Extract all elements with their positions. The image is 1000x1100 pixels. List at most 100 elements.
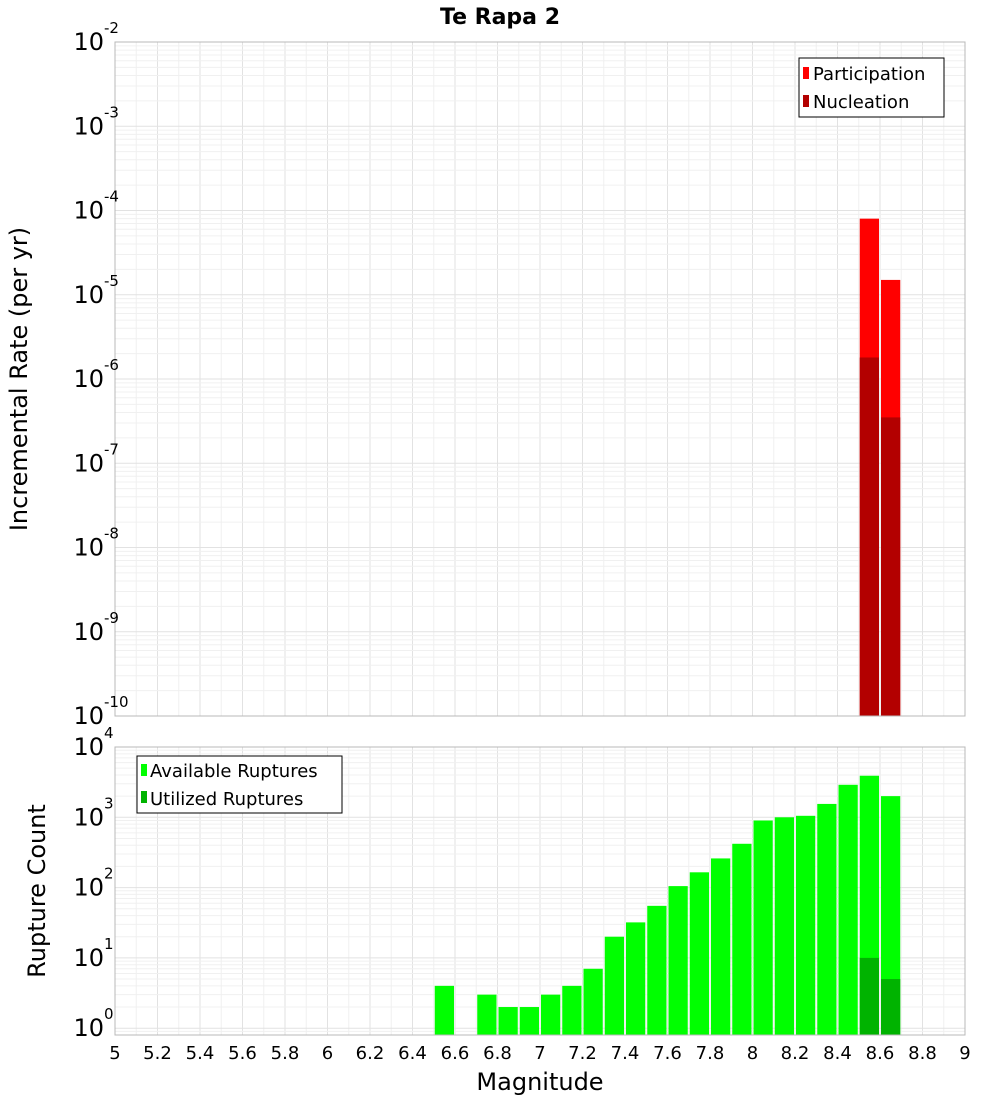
- top-ytick-base: 10: [73, 197, 104, 225]
- top-ytick-base: 10: [73, 618, 104, 646]
- bottom-y-axis-label: Rupture Count: [23, 804, 51, 978]
- x-tick-label: 8.2: [781, 1043, 810, 1064]
- bottom-bar-utilized-ruptures: [859, 957, 879, 1035]
- top-y-axis-label: Incremental Rate (per yr): [5, 227, 33, 531]
- bottom-bar-available-ruptures: [519, 1007, 539, 1035]
- bottom-bar-available-ruptures: [689, 872, 709, 1035]
- x-tick-label: 8.8: [908, 1043, 937, 1064]
- legend-available-label: Available Ruptures: [150, 761, 318, 782]
- bottom-bar-available-ruptures: [732, 843, 752, 1035]
- top-ytick-base: 10: [73, 112, 104, 140]
- top-ytick-base: 10: [73, 449, 104, 477]
- x-tick-label: 7.2: [568, 1043, 597, 1064]
- bottom-bar-available-ruptures: [774, 817, 794, 1035]
- bottom-bar-available-ruptures: [668, 886, 688, 1035]
- bottom-bar-available-ruptures: [477, 994, 497, 1035]
- top-ytick-base: 10: [73, 365, 104, 393]
- x-tick-label: 5.6: [228, 1043, 257, 1064]
- bottom-ytick-exp: 1: [104, 935, 114, 953]
- x-tick-label: 6: [322, 1043, 333, 1064]
- top-ytick-exp: -2: [104, 19, 119, 37]
- bottom-bar-available-ruptures: [604, 936, 624, 1035]
- bottom-ytick-exp: 4: [104, 724, 114, 742]
- top-ytick-base: 10: [73, 281, 104, 309]
- legend-utilized-label: Utilized Ruptures: [150, 789, 303, 810]
- top-ytick-base: 10: [73, 702, 104, 730]
- top-ytick-exp: -6: [104, 356, 119, 374]
- top-ytick-base: 10: [73, 28, 104, 56]
- bottom-bar-available-ruptures: [498, 1007, 518, 1035]
- bottom-bar-utilized-ruptures: [881, 979, 901, 1035]
- bottom-ytick-base: 10: [73, 944, 104, 972]
- bottom-ytick-base: 10: [73, 733, 104, 761]
- bottom-bar-available-ruptures: [434, 985, 454, 1035]
- legend-available-swatch: [141, 764, 147, 776]
- bottom-bar-available-ruptures: [796, 815, 816, 1035]
- x-tick-label: 7.8: [696, 1043, 725, 1064]
- top-legend: Participation Nucleation: [798, 57, 945, 118]
- bottom-bar-available-ruptures: [562, 985, 582, 1035]
- bottom-bar-available-ruptures: [711, 858, 731, 1035]
- x-tick-label: 5: [109, 1043, 120, 1064]
- bottom-bar-available-ruptures: [838, 784, 858, 1035]
- top-ytick-base: 10: [73, 534, 104, 562]
- bottom-bar-available-ruptures: [626, 922, 646, 1035]
- x-tick-label: 6.6: [441, 1043, 470, 1064]
- x-tick-label: 6.8: [483, 1043, 512, 1064]
- x-ticks: 5 5.2 5.4 5.6 5.8 6 6.2 6.4 6.6 6.8 7 7.2 7.4 7.6 7.8 8…: [109, 1043, 970, 1064]
- top-ytick-exp: -9: [104, 609, 119, 627]
- bottom-bar-available-ruptures: [647, 905, 667, 1035]
- x-tick-label: 5.2: [143, 1043, 172, 1064]
- bottom-bars: [434, 775, 901, 1035]
- x-tick-label: 6.4: [398, 1043, 427, 1064]
- legend-nucleation-swatch: [803, 95, 809, 107]
- legend-utilized-swatch: [141, 791, 147, 803]
- bottom-ytick-base: 10: [73, 874, 104, 902]
- top-ytick-exp: -3: [104, 103, 119, 121]
- x-tick-label: 9: [959, 1043, 970, 1064]
- bottom-ytick-exp: 2: [104, 865, 114, 883]
- top-bar-nucleation: [859, 357, 879, 716]
- x-axis-label: Magnitude: [476, 1068, 603, 1096]
- top-ytick-exp: -5: [104, 272, 119, 290]
- bottom-bar-available-ruptures: [583, 968, 603, 1035]
- top-gridlines: [114, 41, 966, 717]
- bottom-legend-box: [136, 755, 343, 814]
- bottom-bar-available-ruptures: [817, 803, 837, 1035]
- x-tick-label: 7.6: [653, 1043, 682, 1064]
- top-plot-frame: [114, 41, 966, 717]
- x-tick-label: 5.4: [186, 1043, 215, 1064]
- chart-title: Te Rapa 2: [440, 5, 560, 30]
- bottom-ytick-base: 10: [73, 803, 104, 831]
- top-ytick-exp: -4: [104, 188, 119, 206]
- top-bar-nucleation: [881, 417, 901, 716]
- bottom-plot-frame: [114, 746, 966, 1036]
- x-tick-label: 6.2: [356, 1043, 385, 1064]
- x-tick-label: 7.4: [611, 1043, 640, 1064]
- bottom-bar-available-ruptures: [541, 994, 561, 1035]
- top-bars: [859, 218, 901, 716]
- x-tick-label: 8.6: [866, 1043, 895, 1064]
- top-legend-box: [798, 57, 945, 118]
- top-ytick-exp: -7: [104, 440, 119, 458]
- legend-participation-swatch: [803, 67, 809, 79]
- top-ytick-exp: -8: [104, 525, 119, 543]
- x-tick-label: 8.4: [823, 1043, 852, 1064]
- top-ytick-exp: -10: [104, 693, 129, 711]
- x-tick-label: 5.8: [271, 1043, 300, 1064]
- bottom-ytick-exp: 0: [104, 1005, 114, 1023]
- legend-nucleation-label: Nucleation: [813, 92, 909, 113]
- bottom-bar-available-ruptures: [881, 796, 901, 1035]
- x-tick-label: 8: [747, 1043, 758, 1064]
- bottom-ytick-base: 10: [73, 1014, 104, 1042]
- bottom-ytick-exp: 3: [104, 794, 114, 812]
- bottom-legend: Available Ruptures Utilized Ruptures: [136, 755, 343, 814]
- x-tick-label: 7: [534, 1043, 545, 1064]
- legend-participation-label: Participation: [813, 64, 925, 85]
- bottom-bar-available-ruptures: [753, 820, 773, 1035]
